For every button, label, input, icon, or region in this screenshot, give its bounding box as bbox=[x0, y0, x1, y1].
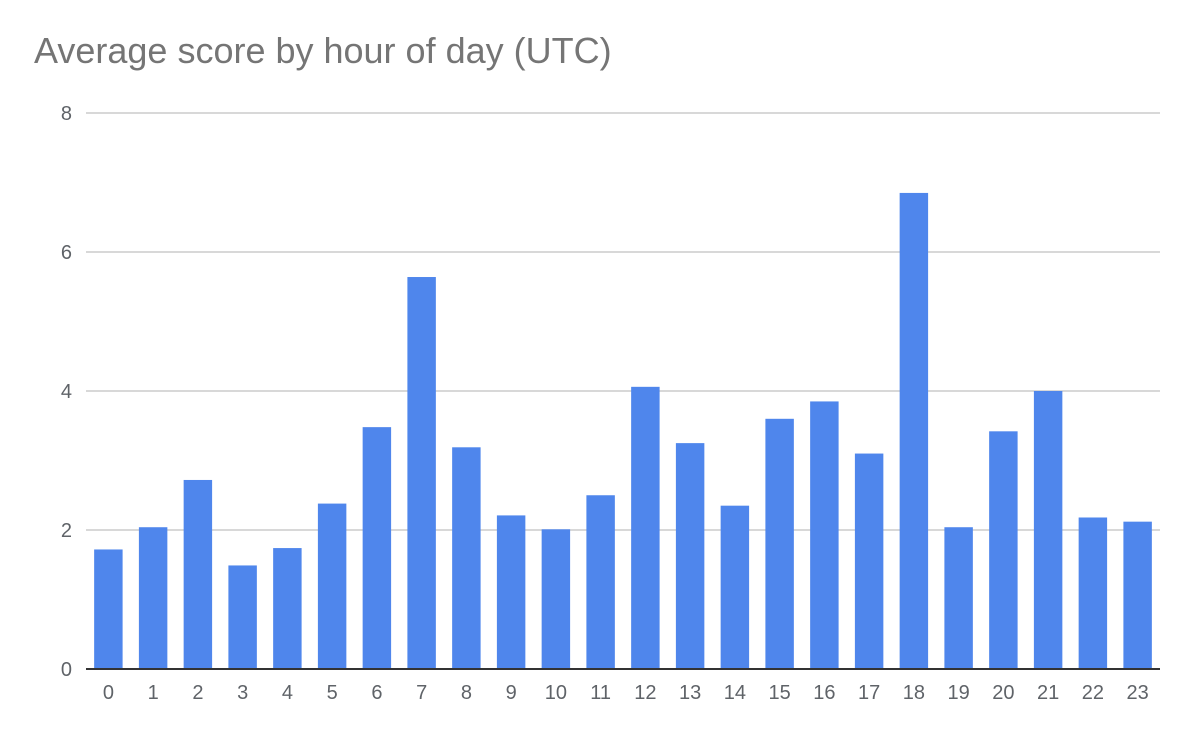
y-tick-label: 8 bbox=[61, 103, 72, 125]
x-tick-label: 5 bbox=[327, 682, 338, 704]
x-tick-label: 14 bbox=[724, 682, 746, 704]
bar-hour-10 bbox=[541, 529, 571, 669]
bar-hour-18 bbox=[899, 192, 929, 670]
bar-hour-0 bbox=[94, 549, 123, 669]
x-tick-label: 21 bbox=[1037, 682, 1059, 704]
x-tick-label: 23 bbox=[1127, 682, 1149, 704]
bar-hour-1 bbox=[138, 527, 168, 669]
bar-hour-7 bbox=[407, 277, 436, 669]
x-tick-label: 2 bbox=[192, 682, 203, 704]
bars bbox=[94, 192, 1152, 670]
y-tick-label: 4 bbox=[61, 381, 72, 403]
x-tick-label: 22 bbox=[1082, 682, 1104, 704]
bar-hour-13 bbox=[675, 443, 705, 669]
bar-hour-2 bbox=[183, 479, 213, 669]
x-tick-label: 10 bbox=[545, 682, 567, 704]
y-tick-label: 6 bbox=[61, 242, 72, 264]
x-tick-label: 4 bbox=[282, 682, 293, 704]
bar-hour-23 bbox=[1123, 521, 1152, 669]
x-tick-label: 3 bbox=[237, 682, 248, 704]
bar-hour-16 bbox=[810, 401, 839, 669]
y-tick-label: 0 bbox=[61, 659, 72, 681]
bar-hour-17 bbox=[854, 453, 884, 669]
bar-hour-14 bbox=[720, 505, 750, 669]
bar-hour-4 bbox=[273, 548, 302, 669]
bar-hour-22 bbox=[1078, 517, 1108, 669]
bar-hour-15 bbox=[765, 418, 794, 669]
x-tick-label: 0 bbox=[103, 682, 114, 704]
bar-hour-6 bbox=[362, 427, 392, 669]
bar-hour-21 bbox=[1033, 391, 1063, 669]
bar-hour-20 bbox=[989, 431, 1018, 669]
x-tick-label: 19 bbox=[948, 682, 970, 704]
bar-hour-8 bbox=[452, 447, 481, 669]
x-tick-label: 8 bbox=[461, 682, 472, 704]
x-tick-label: 13 bbox=[679, 682, 701, 704]
x-tick-label: 16 bbox=[813, 682, 835, 704]
x-tick-label: 11 bbox=[590, 682, 611, 704]
x-tick-label: 6 bbox=[371, 682, 382, 704]
bar-hour-5 bbox=[317, 503, 347, 669]
chart-title: Average score by hour of day (UTC) bbox=[34, 30, 612, 71]
x-tick-label: 18 bbox=[903, 682, 925, 704]
gridlines bbox=[86, 112, 1160, 531]
bar-hour-12 bbox=[631, 386, 660, 669]
x-tick-label: 7 bbox=[416, 682, 427, 704]
x-tick-label: 1 bbox=[148, 682, 159, 704]
x-tick-label: 20 bbox=[992, 682, 1014, 704]
x-tick-label: 12 bbox=[634, 682, 656, 704]
bar-hour-19 bbox=[944, 527, 973, 669]
x-tick-label: 9 bbox=[506, 682, 517, 704]
x-tick-label: 15 bbox=[769, 682, 791, 704]
x-tick-label: 17 bbox=[858, 682, 880, 704]
bar-hour-9 bbox=[496, 515, 526, 669]
y-tick-label: 2 bbox=[61, 520, 72, 542]
bar-hour-11 bbox=[586, 495, 615, 669]
bar-hour-3 bbox=[228, 565, 257, 669]
